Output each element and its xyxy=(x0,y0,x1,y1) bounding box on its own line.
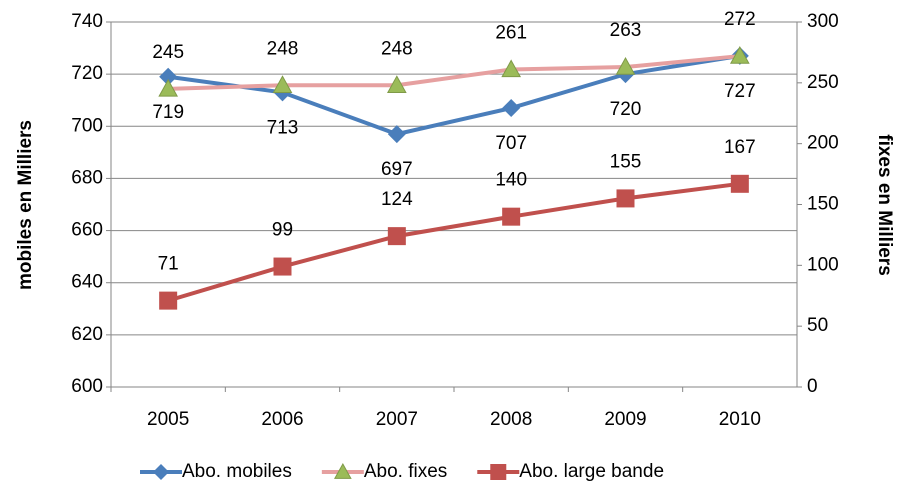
y-tick-label: 700 xyxy=(71,115,103,136)
y-tick-label: 600 xyxy=(71,376,103,397)
marker xyxy=(729,46,750,64)
y-tick-label: 680 xyxy=(71,167,103,188)
marker xyxy=(502,99,521,118)
marker xyxy=(615,56,636,75)
y-tick-label: 620 xyxy=(71,324,103,345)
x-tick-label: 2010 xyxy=(719,409,761,430)
data-label: 720 xyxy=(610,99,642,120)
marker xyxy=(333,462,352,479)
marker xyxy=(153,464,169,480)
marker xyxy=(501,59,522,78)
data-label: 140 xyxy=(495,170,527,191)
legend-label: Abo. large bande xyxy=(519,461,664,482)
x-tick-label: 2007 xyxy=(376,409,418,430)
y-tick-label: 740 xyxy=(71,11,103,32)
data-label: 713 xyxy=(267,117,299,138)
x-tick-label: 2006 xyxy=(261,409,303,430)
series-line xyxy=(168,54,741,91)
data-label: 248 xyxy=(267,38,299,59)
marker xyxy=(386,75,407,93)
y2-tick-label: 250 xyxy=(807,72,839,93)
data-label: 727 xyxy=(724,81,756,102)
y2-tick-label: 200 xyxy=(807,133,839,154)
y2-tick-label: 100 xyxy=(807,254,839,275)
y-tick-label: 660 xyxy=(71,220,103,241)
y2-axis-label: fixes en Milliers xyxy=(874,134,895,276)
marker xyxy=(272,75,293,93)
marker xyxy=(159,67,178,86)
y-tick-label: 720 xyxy=(71,63,103,84)
legend-label: Abo. fixes xyxy=(364,461,447,482)
data-label: 707 xyxy=(495,133,527,154)
data-label: 261 xyxy=(495,22,527,43)
marker xyxy=(616,189,635,208)
series-line xyxy=(167,181,741,303)
y2-tick-label: 300 xyxy=(807,11,839,32)
data-label: 719 xyxy=(152,102,184,123)
data-label: 272 xyxy=(724,9,756,30)
data-label: 245 xyxy=(152,42,184,63)
y2-tick-label: 0 xyxy=(807,376,818,397)
x-tick-label: 2008 xyxy=(490,409,532,430)
marker xyxy=(273,257,292,276)
data-label: 124 xyxy=(381,189,413,210)
x-tick-label: 2005 xyxy=(147,409,189,430)
marker xyxy=(159,291,178,310)
marker xyxy=(490,464,507,480)
data-label: 167 xyxy=(724,137,756,158)
y2-tick-label: 150 xyxy=(807,194,839,215)
data-label: 697 xyxy=(381,159,413,180)
legend-label: Abo. mobiles xyxy=(182,461,292,482)
marker xyxy=(387,227,406,246)
data-label: 99 xyxy=(272,220,293,241)
y2-tick-label: 50 xyxy=(807,315,828,336)
marker xyxy=(158,78,179,97)
data-label: 71 xyxy=(158,254,179,275)
series-line xyxy=(167,53,741,137)
marker xyxy=(387,125,406,144)
data-label: 155 xyxy=(610,151,642,172)
y-tick-label: 640 xyxy=(71,272,103,293)
data-label: 248 xyxy=(381,38,413,59)
y-axis-label: mobiles en Milliers xyxy=(15,120,36,290)
marker xyxy=(730,174,749,193)
marker xyxy=(502,207,521,226)
x-tick-label: 2009 xyxy=(604,409,646,430)
data-label: 263 xyxy=(610,20,642,41)
